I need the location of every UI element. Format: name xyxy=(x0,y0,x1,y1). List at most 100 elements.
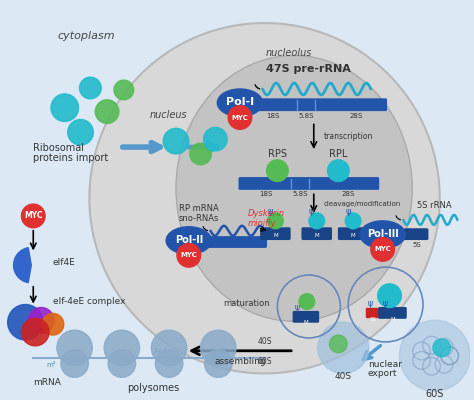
Text: 18S: 18S xyxy=(259,191,272,197)
Circle shape xyxy=(61,350,88,377)
Text: polysomes: polysomes xyxy=(127,383,180,393)
Text: Pol-III: Pol-III xyxy=(367,229,399,239)
Circle shape xyxy=(177,244,201,267)
Text: 5S: 5S xyxy=(369,317,376,322)
Text: ψ: ψ xyxy=(267,207,273,216)
Text: RP mRNA: RP mRNA xyxy=(179,204,219,213)
Circle shape xyxy=(328,160,349,182)
Text: ψ: ψ xyxy=(368,300,373,308)
Bar xyxy=(388,230,405,238)
Circle shape xyxy=(155,350,183,377)
Circle shape xyxy=(201,330,236,366)
Text: nuclear: nuclear xyxy=(368,360,402,368)
Text: 28S: 28S xyxy=(342,191,355,197)
Text: assembling: assembling xyxy=(214,356,266,366)
FancyBboxPatch shape xyxy=(246,98,387,111)
Circle shape xyxy=(345,213,361,229)
Ellipse shape xyxy=(217,89,263,116)
Circle shape xyxy=(80,77,101,99)
Text: MYC: MYC xyxy=(374,246,391,252)
Text: 5S: 5S xyxy=(413,242,421,248)
Circle shape xyxy=(378,284,401,308)
Text: cleavage/modification: cleavage/modification xyxy=(324,201,401,207)
Circle shape xyxy=(266,160,288,182)
Text: RPL: RPL xyxy=(329,149,347,159)
Text: elf4E: elf4E xyxy=(53,258,76,267)
Circle shape xyxy=(318,322,369,374)
Circle shape xyxy=(433,339,451,357)
Text: Pol-II: Pol-II xyxy=(174,234,203,244)
Circle shape xyxy=(371,238,394,261)
Text: M: M xyxy=(273,233,278,238)
Circle shape xyxy=(204,350,232,377)
Circle shape xyxy=(203,127,227,151)
Text: 5S rRNA: 5S rRNA xyxy=(417,201,452,210)
Text: ψ: ψ xyxy=(309,207,314,216)
Circle shape xyxy=(90,23,440,374)
FancyBboxPatch shape xyxy=(301,227,332,240)
Circle shape xyxy=(95,100,119,124)
Circle shape xyxy=(21,204,45,228)
Text: minifly: minifly xyxy=(248,219,276,228)
Circle shape xyxy=(151,330,187,366)
Circle shape xyxy=(68,120,93,145)
Text: mRNA: mRNA xyxy=(33,378,61,387)
Text: 60S: 60S xyxy=(258,356,272,366)
FancyBboxPatch shape xyxy=(260,227,291,240)
Text: RPS: RPS xyxy=(268,149,287,159)
Circle shape xyxy=(8,304,43,340)
Circle shape xyxy=(114,80,134,100)
Circle shape xyxy=(309,213,325,229)
Text: 5.8S: 5.8S xyxy=(298,112,314,118)
Text: proteins import: proteins import xyxy=(33,153,109,163)
Text: sno-RNAs: sno-RNAs xyxy=(179,214,219,223)
Text: 18S: 18S xyxy=(266,112,279,118)
Text: Ribosomal: Ribosomal xyxy=(33,143,84,153)
FancyBboxPatch shape xyxy=(195,236,267,248)
Circle shape xyxy=(108,350,136,377)
Text: transcription: transcription xyxy=(324,132,373,141)
Text: M: M xyxy=(351,233,356,238)
Circle shape xyxy=(104,330,139,366)
Text: cytoplasm: cytoplasm xyxy=(58,31,116,41)
Text: M: M xyxy=(303,320,308,325)
Circle shape xyxy=(267,213,283,229)
FancyBboxPatch shape xyxy=(404,228,428,240)
Circle shape xyxy=(400,320,470,391)
Text: 60S: 60S xyxy=(426,389,444,399)
Text: ψ: ψ xyxy=(383,300,388,308)
Text: ψ: ψ xyxy=(345,207,351,216)
Text: nucleolus: nucleolus xyxy=(266,48,312,58)
Text: M: M xyxy=(314,233,319,238)
Text: 47S pre-rRNA: 47S pre-rRNA xyxy=(266,64,351,74)
Wedge shape xyxy=(14,248,31,283)
Text: M: M xyxy=(390,317,395,322)
Circle shape xyxy=(42,313,64,335)
Text: 40S: 40S xyxy=(258,337,272,346)
Text: 5.8S: 5.8S xyxy=(292,191,308,197)
Circle shape xyxy=(228,106,252,129)
Circle shape xyxy=(51,94,79,122)
FancyBboxPatch shape xyxy=(292,311,319,323)
Ellipse shape xyxy=(176,56,412,321)
Ellipse shape xyxy=(166,227,211,254)
Circle shape xyxy=(329,335,347,353)
Circle shape xyxy=(57,330,92,366)
Text: maturation: maturation xyxy=(223,300,270,308)
Text: 40S: 40S xyxy=(335,372,352,381)
Text: export: export xyxy=(368,369,397,378)
Ellipse shape xyxy=(360,221,405,248)
Text: nucleus: nucleus xyxy=(149,110,187,120)
Text: elf-4eE complex: elf-4eE complex xyxy=(53,296,126,306)
Text: m³: m³ xyxy=(46,362,55,368)
Text: Dyskerin: Dyskerin xyxy=(248,209,285,218)
FancyBboxPatch shape xyxy=(238,177,379,190)
FancyBboxPatch shape xyxy=(378,307,407,319)
Circle shape xyxy=(190,143,211,165)
Circle shape xyxy=(163,128,189,154)
Circle shape xyxy=(21,318,49,346)
Circle shape xyxy=(299,294,315,310)
Text: Pol-I: Pol-I xyxy=(226,97,254,107)
Text: ψ: ψ xyxy=(295,304,300,312)
Text: MYC: MYC xyxy=(232,114,248,120)
